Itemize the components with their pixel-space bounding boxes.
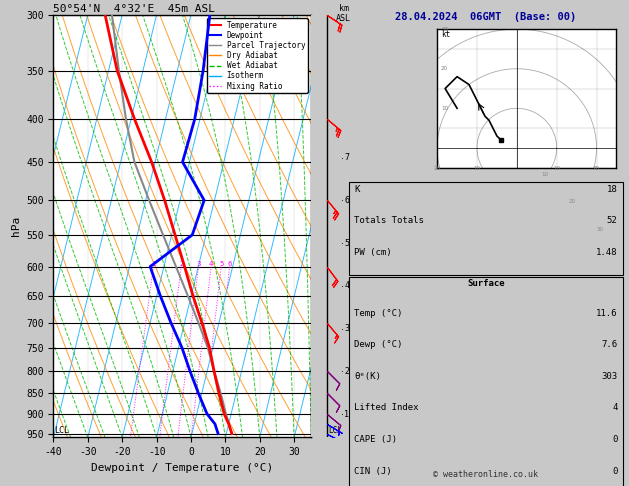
Text: 10: 10 bbox=[474, 166, 481, 171]
Text: LCL: LCL bbox=[55, 426, 69, 435]
Text: 20: 20 bbox=[441, 66, 448, 71]
Text: 3: 3 bbox=[345, 324, 349, 333]
Text: K: K bbox=[354, 185, 360, 194]
Text: 10: 10 bbox=[553, 166, 560, 171]
Text: 10: 10 bbox=[541, 172, 548, 176]
Bar bbox=[348, 182, 623, 275]
Text: 30: 30 bbox=[441, 27, 448, 32]
Text: 10: 10 bbox=[441, 106, 448, 111]
Text: 20: 20 bbox=[433, 166, 441, 171]
Text: 7.6: 7.6 bbox=[601, 340, 618, 349]
Text: 2: 2 bbox=[345, 367, 349, 376]
Text: 6: 6 bbox=[345, 196, 349, 205]
Text: 0: 0 bbox=[612, 435, 618, 444]
Text: 11.6: 11.6 bbox=[596, 309, 618, 318]
Text: 4: 4 bbox=[209, 260, 213, 266]
Text: CAPE (J): CAPE (J) bbox=[354, 435, 398, 444]
Text: Lifted Index: Lifted Index bbox=[354, 403, 419, 413]
Text: 20: 20 bbox=[593, 166, 600, 171]
Text: θᵉ(K): θᵉ(K) bbox=[354, 372, 381, 381]
Text: 303: 303 bbox=[601, 372, 618, 381]
Text: Totals Totals: Totals Totals bbox=[354, 216, 424, 226]
Text: 50°54'N  4°32'E  45m ASL: 50°54'N 4°32'E 45m ASL bbox=[53, 4, 216, 14]
Text: 4: 4 bbox=[345, 281, 349, 291]
Text: Dewp (°C): Dewp (°C) bbox=[354, 340, 403, 349]
Text: CIN (J): CIN (J) bbox=[354, 467, 392, 476]
Text: kt: kt bbox=[441, 30, 450, 39]
Text: © weatheronline.co.uk: © weatheronline.co.uk bbox=[433, 469, 538, 479]
Text: LCL: LCL bbox=[328, 426, 342, 435]
Text: 30: 30 bbox=[597, 227, 604, 232]
Text: 20: 20 bbox=[569, 199, 576, 204]
Legend: Temperature, Dewpoint, Parcel Trajectory, Dry Adiabat, Wet Adiabat, Isotherm, Mi: Temperature, Dewpoint, Parcel Trajectory… bbox=[207, 18, 308, 93]
Text: km
ASL: km ASL bbox=[336, 3, 351, 23]
Text: 2: 2 bbox=[179, 260, 184, 266]
Text: 7: 7 bbox=[345, 153, 349, 162]
Bar bbox=[348, 277, 623, 486]
Text: 6: 6 bbox=[228, 260, 232, 266]
Text: PW (cm): PW (cm) bbox=[354, 248, 392, 257]
Text: 52: 52 bbox=[607, 216, 618, 226]
Text: 3: 3 bbox=[196, 260, 201, 266]
Text: Surface: Surface bbox=[467, 279, 504, 289]
Text: 1: 1 bbox=[345, 410, 349, 419]
Text: 5: 5 bbox=[219, 260, 223, 266]
Text: 1.48: 1.48 bbox=[596, 248, 618, 257]
Text: 4: 4 bbox=[612, 403, 618, 413]
Text: 1: 1 bbox=[151, 260, 155, 266]
Text: 5: 5 bbox=[345, 239, 349, 248]
Text: 28.04.2024  06GMT  (Base: 00): 28.04.2024 06GMT (Base: 00) bbox=[395, 12, 577, 22]
Text: 0: 0 bbox=[612, 467, 618, 476]
Y-axis label: hPa: hPa bbox=[11, 216, 21, 236]
X-axis label: Dewpoint / Temperature (°C): Dewpoint / Temperature (°C) bbox=[91, 463, 274, 473]
Text: 18: 18 bbox=[607, 185, 618, 194]
Text: Temp (°C): Temp (°C) bbox=[354, 309, 403, 318]
